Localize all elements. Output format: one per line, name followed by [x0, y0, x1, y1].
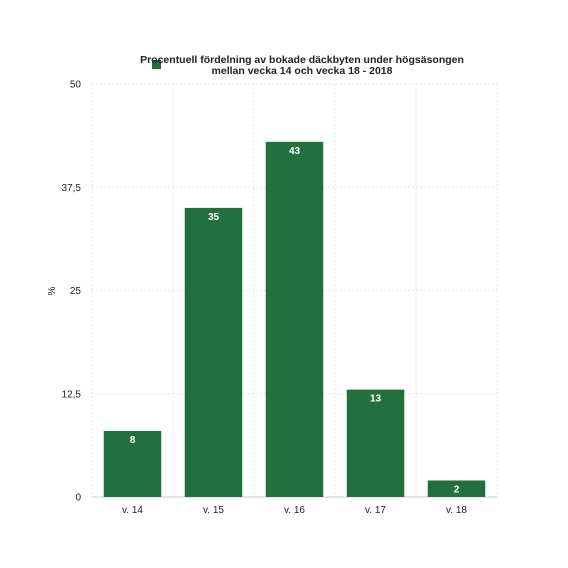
legend[interactable]: Procentuell fördelning av bokade däckbyt…	[140, 54, 464, 77]
x-tick-label: v. 14	[122, 505, 143, 516]
bar-data-label: 2	[454, 484, 460, 495]
y-axis-ticks: 0 12,5 25 37,5 50	[62, 80, 82, 504]
bar[interactable]	[427, 480, 486, 497]
bar[interactable]	[103, 430, 162, 497]
bar[interactable]	[184, 207, 243, 497]
y-tick-label: 0	[75, 493, 81, 504]
y-tick-label: 12,5	[62, 389, 82, 400]
y-axis-label: %	[47, 286, 58, 295]
x-axis-ticks: v. 14 v. 15 v. 16 v. 17 v. 18	[122, 505, 467, 516]
x-tick-label: v. 16	[284, 505, 305, 516]
bar[interactable]	[346, 389, 405, 497]
bar-data-label: 8	[130, 435, 136, 446]
y-tick-label: 37,5	[62, 183, 82, 194]
x-tick-label: v. 18	[446, 505, 467, 516]
bar-data-label: 13	[370, 394, 382, 405]
grid-lines	[91, 83, 498, 498]
legend-label-line-1: Procentuell fördelning av bokade däckbyt…	[140, 54, 464, 66]
y-tick-label: 25	[70, 286, 82, 297]
x-tick-label: v. 15	[203, 505, 224, 516]
legend-label-line-2: mellan vecka 14 och vecka 18 - 2018	[212, 65, 393, 77]
y-tick-label: 50	[70, 80, 82, 91]
x-tick-label: v. 17	[365, 505, 386, 516]
legend-swatch	[152, 60, 161, 69]
bar-data-label: 35	[208, 212, 220, 223]
bar[interactable]	[265, 141, 324, 497]
bar-data-label: 43	[289, 146, 301, 157]
bars: 8 35 43 13 2	[103, 141, 486, 497]
